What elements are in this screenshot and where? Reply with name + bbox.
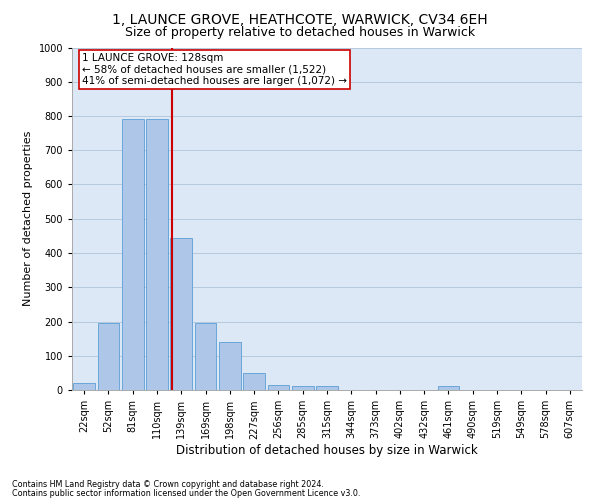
Y-axis label: Number of detached properties: Number of detached properties <box>23 131 33 306</box>
Bar <box>243 373 265 390</box>
Bar <box>73 383 95 390</box>
Text: 1 LAUNCE GROVE: 128sqm
← 58% of detached houses are smaller (1,522)
41% of semi-: 1 LAUNCE GROVE: 128sqm ← 58% of detached… <box>82 52 347 86</box>
Text: 1, LAUNCE GROVE, HEATHCOTE, WARWICK, CV34 6EH: 1, LAUNCE GROVE, HEATHCOTE, WARWICK, CV3… <box>112 12 488 26</box>
Text: Contains public sector information licensed under the Open Government Licence v3: Contains public sector information licen… <box>12 489 361 498</box>
Bar <box>437 386 460 390</box>
X-axis label: Distribution of detached houses by size in Warwick: Distribution of detached houses by size … <box>176 444 478 457</box>
Bar <box>316 386 338 390</box>
Bar <box>122 120 143 390</box>
Bar <box>268 385 289 390</box>
Text: Size of property relative to detached houses in Warwick: Size of property relative to detached ho… <box>125 26 475 39</box>
Bar <box>97 323 119 390</box>
Bar <box>219 342 241 390</box>
Bar <box>194 323 217 390</box>
Text: Contains HM Land Registry data © Crown copyright and database right 2024.: Contains HM Land Registry data © Crown c… <box>12 480 324 489</box>
Bar <box>292 386 314 390</box>
Bar <box>146 120 168 390</box>
Bar <box>170 238 192 390</box>
